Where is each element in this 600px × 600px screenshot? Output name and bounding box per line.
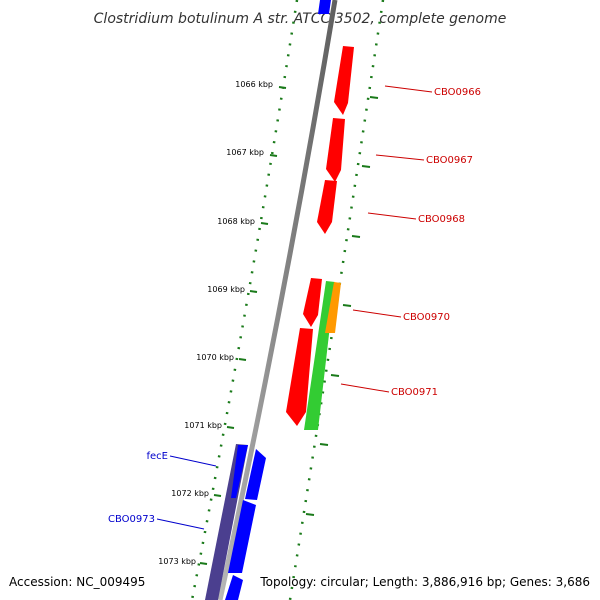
tick-mark (351, 235, 361, 238)
leader-line-cbo0971 (340, 383, 390, 393)
topology-summary: Topology: circular; Length: 3,886,916 bp… (259, 575, 590, 589)
tick-mark (330, 374, 340, 377)
tick-mark (278, 86, 287, 89)
gene-blue-4[interactable] (225, 575, 243, 600)
gene-label-cbo0966[interactable]: CBO0966 (434, 87, 481, 98)
gene-label-cbo0968[interactable]: CBO0968 (418, 214, 465, 225)
gene-cbo0966[interactable] (334, 46, 354, 115)
tick-mark (260, 222, 269, 225)
tick-label: 1069 kbp (207, 285, 245, 294)
gene-red-small[interactable] (303, 278, 322, 327)
leader-line-fece (169, 455, 217, 467)
gene-label-cbo0973[interactable]: CBO0973 (108, 514, 155, 525)
gene-label-fece[interactable]: fecE (147, 451, 169, 462)
tick-mark (199, 562, 208, 565)
gene-green-feature[interactable] (304, 281, 335, 430)
gene-orange-feature[interactable] (325, 282, 341, 333)
tick-mark (269, 154, 278, 157)
gene-cbo0968[interactable] (317, 180, 337, 234)
gene-label-cbo0971[interactable]: CBO0971 (391, 387, 438, 398)
tick-mark (213, 494, 222, 497)
accession-label: Accession: NC_009495 (9, 575, 145, 589)
gene-cbo0970[interactable] (286, 328, 313, 426)
gene-blue-2[interactable] (245, 449, 266, 500)
gene-cbo0967[interactable] (326, 118, 345, 182)
leader-line-cbo0966 (384, 85, 433, 93)
genome-backbone (217, 0, 338, 600)
tick-label: 1073 kbp (158, 557, 196, 566)
tick-mark (305, 513, 315, 516)
tick-label: 1072 kbp (171, 489, 209, 498)
tick-mark (369, 96, 379, 99)
tick-label: 1066 kbp (235, 80, 273, 89)
gene-label-cbo0970[interactable]: CBO0970 (403, 312, 450, 323)
tick-mark (238, 358, 247, 361)
tick-label: 1067 kbp (226, 148, 264, 157)
tick-label: 1071 kbp (184, 421, 222, 430)
tick-label: 1070 kbp (196, 353, 234, 362)
gene-feature-top-blue[interactable] (318, 0, 331, 14)
leader-line-cbo0967 (375, 154, 425, 161)
gene-label-cbo0967[interactable]: CBO0967 (426, 155, 473, 166)
leader-line-cbo0973 (156, 518, 205, 530)
gene-fece[interactable] (231, 445, 248, 498)
tick-mark (361, 165, 371, 168)
map-title: Clostridium botulinum A str. ATCC 3502, … (94, 11, 507, 27)
tick-mark (226, 426, 235, 429)
tick-mark (249, 290, 258, 293)
tick-mark (342, 304, 352, 307)
leader-line-cbo0970 (352, 309, 402, 318)
tick-label: 1068 kbp (217, 217, 255, 226)
gene-cbo0973[interactable] (228, 500, 256, 573)
leader-line-cbo0968 (367, 212, 417, 220)
tick-mark (319, 443, 329, 446)
